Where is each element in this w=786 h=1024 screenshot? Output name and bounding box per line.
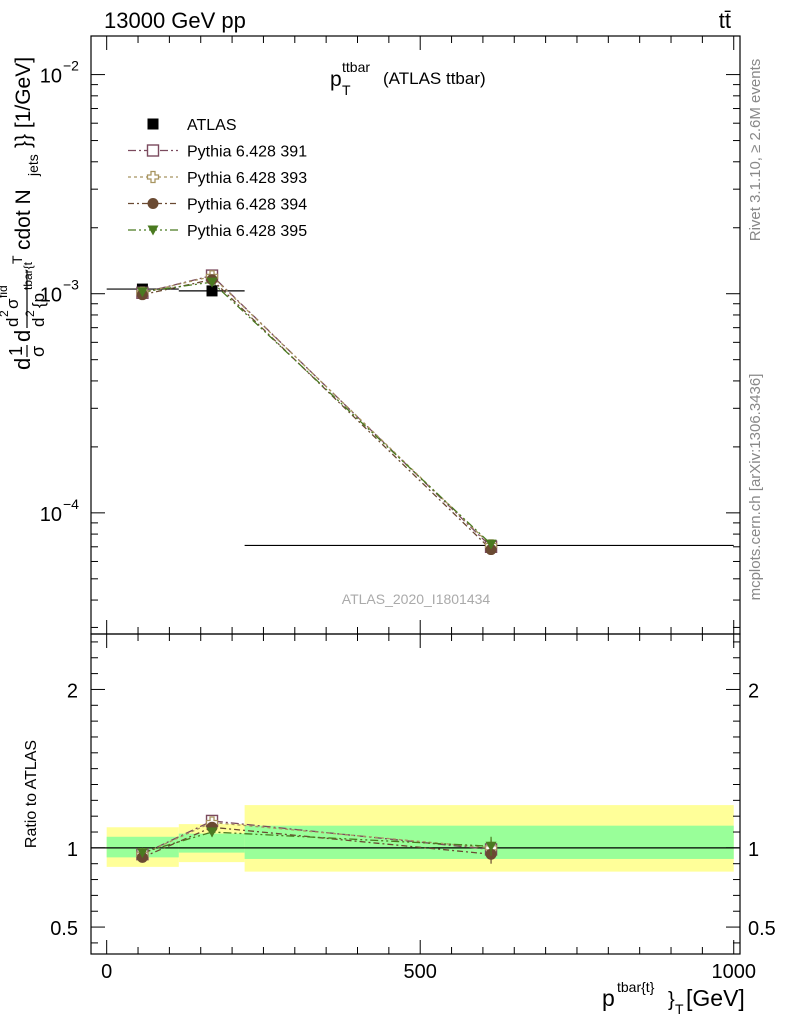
legend-marker (147, 198, 159, 209)
x-title-p: p (602, 985, 615, 1011)
y-title-sub-T: T (9, 255, 25, 264)
y-title-frac2-num-fid: fid (0, 285, 10, 298)
y-title-frac1-num: 1 (6, 346, 26, 356)
ratio-plot-marks (91, 805, 740, 872)
y-title-d2: d (10, 330, 35, 342)
x-title-sub: T (675, 1001, 684, 1017)
ratio-series-3-point (485, 841, 497, 852)
process-label: tt̄ (719, 8, 731, 33)
y-title-jets: jets (25, 154, 41, 177)
ratio-green-band (106, 836, 179, 858)
series-4-point (136, 287, 148, 298)
legend-marker (146, 170, 160, 184)
series-4-point (206, 277, 218, 288)
y-title-frac2-num-exp: 2 (0, 310, 11, 317)
ratio-y-tick-label: 0.5 (50, 918, 78, 940)
ratio-series-1-line (142, 821, 492, 855)
y-title-frac2-den-sup: tbar{t (21, 261, 35, 290)
legend-label: Pythia 6.428 393 (187, 170, 307, 187)
y-title-unit: }} [1/GeV] (12, 57, 35, 148)
legend-label: Pythia 6.428 391 (187, 144, 307, 161)
y-tick-label-exponent: −2 (63, 58, 79, 74)
plot-title-text: (ATLAS ttbar) (383, 69, 486, 88)
ratio-series-3-point (136, 848, 148, 859)
y-title-frac2-num-sigma: σ (3, 298, 22, 309)
rivet-version-label: Rivet 3.1.10, ≥ 2.6M events (747, 59, 764, 242)
x-tick-label: 1000 (711, 961, 756, 983)
ratio-y-tick-label-right: 2 (748, 680, 759, 702)
ratio-series-3-point (206, 827, 218, 838)
legend-label: Pythia 6.428 395 (187, 223, 307, 240)
ratio-axis-ticks: 0.5 0.5 1 1 2 2 0 500 1000 (50, 634, 776, 983)
series-4-point (485, 539, 497, 550)
ratio-plot-panel: 0.5 0.5 1 1 2 2 0 500 1000 Ratio to ATLAS (23, 633, 776, 983)
series-1-line (142, 274, 492, 548)
y-tick-label: 10 (40, 504, 62, 526)
series-0-point (206, 285, 218, 297)
legend-marker (147, 225, 159, 236)
ratio-y-tick-label-right: 1 (748, 839, 759, 861)
main-plot-marks (106, 269, 734, 556)
x-title-brace: } (668, 989, 675, 1011)
y-title-frac2-den-d: d (29, 318, 48, 327)
plot-title-symbol: p (330, 68, 342, 91)
ratio-y-axis-title: Ratio to ATLAS (23, 740, 40, 848)
main-axis-ticks: 10−210−310−4 (40, 36, 740, 634)
ratio-y-tick-label: 1 (67, 839, 78, 861)
series-2-line (142, 275, 492, 546)
main-plot-panel: 10−210−310−4 p ttbar T (ATLAS ttbar) ATL… (0, 35, 741, 635)
plot-title-subscript: T (342, 82, 351, 98)
legend-marker (147, 118, 159, 130)
legend-marker (146, 144, 160, 157)
y-title-cdot: cdot N (12, 189, 35, 250)
ratio-series-3-line (142, 831, 492, 854)
series-4-line (142, 281, 492, 545)
legend-label: ATLAS (187, 117, 237, 134)
y-tick-label: 10 (40, 66, 62, 88)
x-tick-label: 500 (404, 961, 437, 983)
x-tick-label: 0 (101, 961, 112, 983)
y-tick-label-exponent: −4 (63, 496, 79, 512)
y-tick-label: 10 (40, 285, 62, 307)
y-title-frac2-den-p: {p (29, 293, 48, 308)
plot-title-superscript: ttbar (342, 59, 370, 75)
y-title-d: d (10, 358, 35, 370)
y-tick-label-exponent: −3 (63, 277, 79, 293)
y-title-frac2-den-exp: 2 (23, 310, 37, 317)
ratio-plot-frame (90, 633, 741, 955)
y-title-frac2-num-d: d (3, 318, 22, 327)
mcplots-credit-label: mcplots.cern.ch [arXiv:1306.3436] (747, 374, 764, 601)
ratio-y-tick-label: 2 (67, 680, 78, 702)
legend-label: Pythia 6.428 394 (187, 197, 307, 214)
x-title-unit: [GeV] (686, 985, 745, 1011)
series-3-line (142, 278, 492, 551)
legend: ATLAS Pythia 6.428 391 Pythia 6.428 393 Pyt… (128, 117, 307, 240)
x-axis-title: p tbar{t} } T [GeV] (602, 979, 745, 1017)
y-title-frac1-den: σ (28, 346, 48, 357)
analysis-watermark: ATLAS_2020_I1801434 (342, 591, 491, 607)
x-title-sup: tbar{t} (617, 979, 655, 995)
ratio-y-tick-label-right: 0.5 (748, 918, 776, 940)
collision-label: 13000 GeV pp (104, 8, 246, 33)
main-y-axis-title: d 1 σ d d 2 σ fid d 2 {p tbar{t T cdot N… (0, 57, 48, 370)
